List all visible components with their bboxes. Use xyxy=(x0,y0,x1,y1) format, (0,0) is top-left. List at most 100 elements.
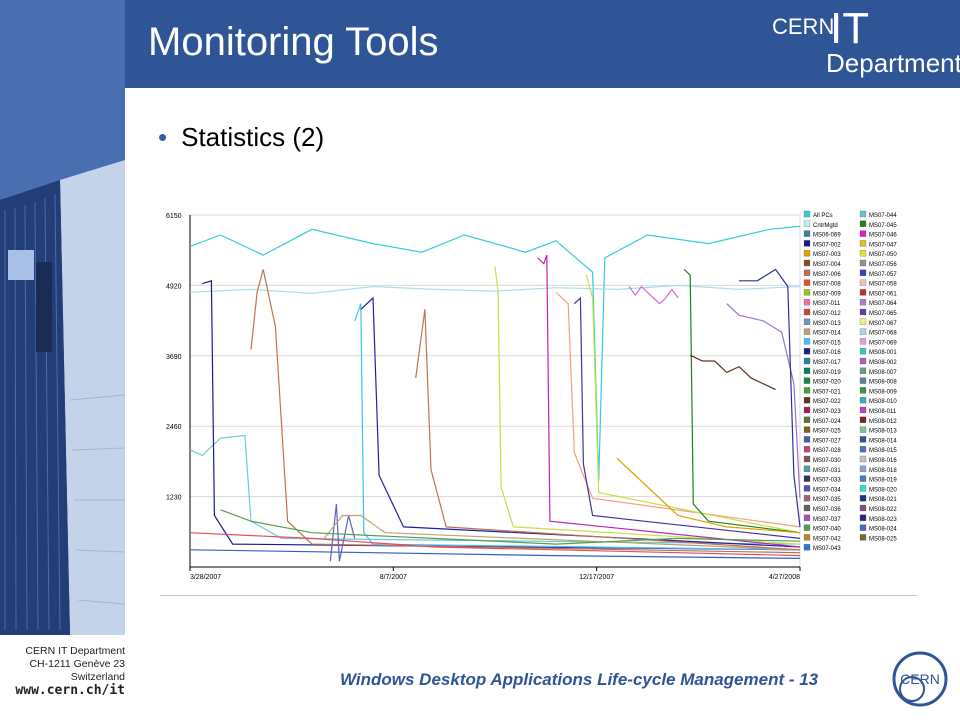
legend-swatch xyxy=(803,338,811,345)
legend-label: MS07-064 xyxy=(869,301,897,307)
legend-label: MS07-067 xyxy=(869,321,897,327)
monitoring-chart: 6150 4920 3690 2460 1230 3/28/2007 8/7/2007 12/… xyxy=(166,210,897,581)
legend-swatch xyxy=(803,416,811,423)
legend-swatch xyxy=(859,259,867,267)
legend-label: MS07-037 xyxy=(813,517,841,523)
legend-swatch xyxy=(859,348,867,355)
legend-label: MS08-020 xyxy=(869,487,897,493)
legend-label: MS07-023 xyxy=(813,409,841,415)
legend-swatch xyxy=(859,416,867,423)
legend-swatch xyxy=(859,504,867,512)
cern-round-logo: CERN xyxy=(890,645,954,718)
header-bar xyxy=(125,0,960,88)
legend-swatch xyxy=(803,210,811,218)
legend-label: MS07-050 xyxy=(869,252,897,258)
series-line xyxy=(537,254,801,548)
legend-label: MS08-015 xyxy=(869,448,897,454)
legend-label: All PCs xyxy=(813,213,833,219)
legend-label: MS07-003 xyxy=(813,252,841,258)
legend-label: MS08-019 xyxy=(869,478,897,484)
legend-swatch xyxy=(859,357,867,365)
legend-swatch xyxy=(803,504,811,512)
legend-swatch xyxy=(859,289,867,296)
legend-label: MS07-020 xyxy=(813,380,841,386)
legend-swatch xyxy=(803,259,811,267)
legend-label: MS08-022 xyxy=(869,507,897,513)
legend-swatch xyxy=(859,220,867,227)
legend-label: MS08-011 xyxy=(869,409,897,415)
page-title: Monitoring Tools xyxy=(148,20,439,64)
legend-swatch xyxy=(859,240,867,247)
legend-label: MS07-031 xyxy=(813,468,841,474)
series-line xyxy=(628,285,679,305)
legend-swatch xyxy=(859,299,867,306)
legend-swatch xyxy=(859,465,867,472)
y-tick-label: 6150 xyxy=(166,213,182,220)
y-tick-label: 2460 xyxy=(166,424,182,431)
legend-swatch xyxy=(803,397,811,404)
legend-label: MS08-013 xyxy=(869,429,897,435)
series-line xyxy=(726,303,801,499)
logo-department-text: Department xyxy=(826,48,960,78)
legend-swatch xyxy=(803,465,811,472)
legend-label: MS07-068 xyxy=(869,331,897,337)
legend-swatch xyxy=(859,250,867,257)
address-line: CERN IT Department xyxy=(25,645,125,657)
legend-label: MS07-021 xyxy=(813,389,841,395)
legend-swatch xyxy=(859,426,867,433)
legend-label: MS07-028 xyxy=(813,448,841,454)
legend-label: MS07-027 xyxy=(813,438,841,444)
datacenter-illustration xyxy=(0,0,125,635)
series-line xyxy=(354,303,801,551)
legend-label: MS07-045 xyxy=(869,223,897,229)
legend-label: MS07-044 xyxy=(869,213,897,219)
legend-label: MS08-024 xyxy=(869,527,897,533)
legend-label: MS08-010 xyxy=(869,399,897,405)
series-line xyxy=(329,503,356,562)
legend-swatch xyxy=(803,357,811,365)
x-tick-label: 3/28/2007 xyxy=(190,574,221,581)
series-line xyxy=(189,549,801,559)
legend-swatch xyxy=(803,406,811,414)
logo-cern-text: CERN xyxy=(772,14,835,39)
series-line xyxy=(555,291,801,528)
series-line xyxy=(220,509,801,545)
x-tick-label: 4/27/2008 xyxy=(769,574,800,581)
series-line xyxy=(189,532,801,557)
legend-label: MS08-018 xyxy=(869,468,897,474)
footer-title: Windows Desktop Applications Life-cycle … xyxy=(340,670,819,689)
legend-swatch xyxy=(859,367,867,374)
left-panel: CERN IT Department CH-1211 Genève 23 Swi… xyxy=(0,0,125,720)
series-line xyxy=(323,514,801,551)
legend-label: MS07-069 xyxy=(869,340,897,346)
address-line: Switzerland xyxy=(70,671,125,683)
legend-label: MS07-014 xyxy=(813,331,841,337)
bullet-icon: • xyxy=(158,122,168,152)
cern-logo-label: CERN xyxy=(900,671,940,687)
website-url[interactable]: www.cern.ch/it xyxy=(15,683,125,698)
legend-swatch xyxy=(803,367,811,374)
y-tick-label: 1230 xyxy=(166,495,182,502)
legend-label: MS08-016 xyxy=(869,458,897,464)
legend-label: MS07-030 xyxy=(813,458,841,464)
cern-logo-icon: CERN xyxy=(892,651,948,707)
series-line xyxy=(415,309,801,551)
series-line xyxy=(585,274,801,534)
address-line: CH-1211 Genève 23 xyxy=(29,658,125,670)
legend-swatch xyxy=(803,240,811,247)
legend-swatch xyxy=(803,455,811,463)
legend-swatch xyxy=(803,514,811,521)
series-line xyxy=(494,266,801,545)
legend-label: MS08-009 xyxy=(869,389,897,395)
series-line xyxy=(250,269,801,554)
legend-swatch xyxy=(859,318,867,325)
series-line xyxy=(739,268,801,527)
legend-swatch xyxy=(803,446,811,453)
legend-swatch xyxy=(803,230,811,237)
legend-label: MS07-034 xyxy=(813,487,841,493)
legend-swatch xyxy=(859,534,867,541)
legend-label: MS07-015 xyxy=(813,340,841,346)
legend-swatch xyxy=(859,328,867,335)
series-line xyxy=(189,284,801,295)
legend-swatch xyxy=(803,495,811,502)
